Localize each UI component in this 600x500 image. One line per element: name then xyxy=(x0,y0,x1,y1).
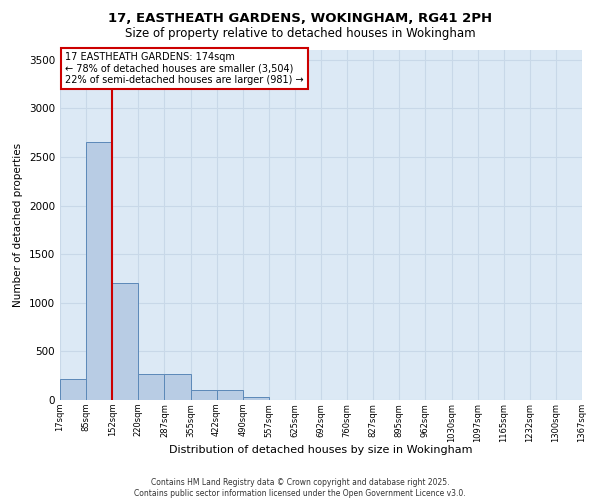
Bar xyxy=(86,142,112,400)
Bar xyxy=(217,390,243,400)
Text: Contains HM Land Registry data © Crown copyright and database right 2025.
Contai: Contains HM Land Registry data © Crown c… xyxy=(134,478,466,498)
Bar xyxy=(242,397,269,400)
X-axis label: Distribution of detached houses by size in Wokingham: Distribution of detached houses by size … xyxy=(169,445,473,455)
Bar xyxy=(191,390,217,400)
Bar xyxy=(139,374,164,400)
Bar xyxy=(164,374,191,400)
Bar xyxy=(60,378,86,400)
Text: 17, EASTHEATH GARDENS, WOKINGHAM, RG41 2PH: 17, EASTHEATH GARDENS, WOKINGHAM, RG41 2… xyxy=(108,12,492,26)
Text: Size of property relative to detached houses in Wokingham: Size of property relative to detached ho… xyxy=(125,28,475,40)
Text: 17 EASTHEATH GARDENS: 174sqm
← 78% of detached houses are smaller (3,504)
22% of: 17 EASTHEATH GARDENS: 174sqm ← 78% of de… xyxy=(65,52,304,85)
Bar xyxy=(112,284,139,400)
Y-axis label: Number of detached properties: Number of detached properties xyxy=(13,143,23,307)
